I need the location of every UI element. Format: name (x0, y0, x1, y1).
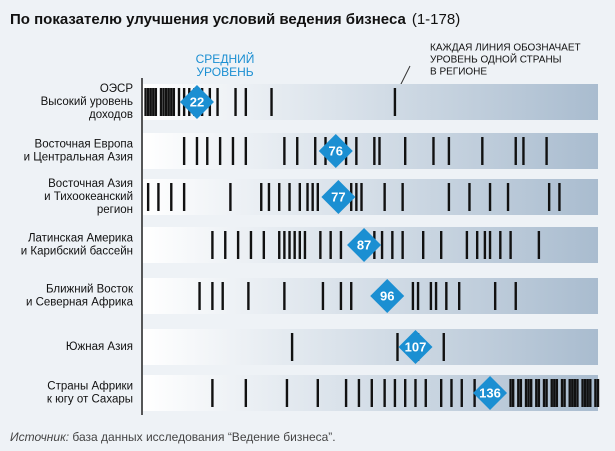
row-label: Страны Африки (47, 381, 133, 393)
row-label: и Северная Африка (26, 297, 134, 309)
line-annotation: В РЕГИОНЕ (430, 67, 487, 78)
row-label: Высокий уровень (41, 96, 133, 108)
row-label: Восточная Европа (35, 139, 134, 151)
row-band (143, 375, 598, 411)
mean-diamond (347, 228, 382, 262)
row-label: Южная Азия (66, 341, 133, 353)
row-label: Латинская Америка (28, 233, 134, 245)
mean-label: 77 (331, 189, 345, 204)
line-annotation: КАЖДАЯ ЛИНИЯ ОБОЗНАЧАЕТ (430, 43, 581, 54)
row-band (143, 179, 598, 215)
row-label: и Центральная Азия (24, 152, 133, 164)
row-label: регион (97, 204, 133, 216)
mean-label: 87 (357, 237, 371, 252)
chart-title: По показателю улучшения условий ведения … (10, 11, 460, 28)
row-label: ОЭСР (100, 83, 134, 95)
mean-annotation: УРОВЕНЬ (196, 65, 253, 79)
mean-diamond (318, 134, 353, 168)
row-label: Ближний Восток (46, 284, 134, 296)
row-label: и Тихоокеанский (44, 191, 133, 203)
subtitle: (1-178) (412, 11, 460, 28)
row-label: доходов (89, 109, 133, 121)
mean-diamond (321, 180, 356, 214)
row-label: и Карибский бассейн (21, 246, 133, 258)
row-label: Восточная Азия (48, 178, 133, 190)
mean-diamond (398, 330, 433, 364)
title: По показателю улучшения условий ведения … (10, 11, 406, 28)
mean-label: 76 (329, 143, 343, 158)
mean-label: 136 (479, 385, 501, 400)
mean-diamond (370, 279, 405, 313)
row-band (143, 329, 598, 365)
source-prefix: Источник: (10, 430, 69, 444)
mean-diamond (473, 376, 508, 410)
mean-diamond (179, 85, 214, 119)
mean-annotation: СРЕДНИЙ (196, 51, 255, 66)
source-text: база данных исследования “Ведение бизнес… (69, 430, 336, 444)
row-band (143, 133, 598, 169)
mean-label: 107 (405, 339, 427, 354)
row-band (143, 84, 598, 120)
mean-label: 96 (380, 288, 394, 303)
line-annotation: УРОВЕНЬ ОДНОЙ СТРАНЫ (430, 53, 562, 66)
row-label: к югу от Сахары (47, 394, 133, 406)
source: Источник: база данных исследования “Веде… (10, 430, 336, 444)
mean-label: 22 (190, 94, 204, 109)
